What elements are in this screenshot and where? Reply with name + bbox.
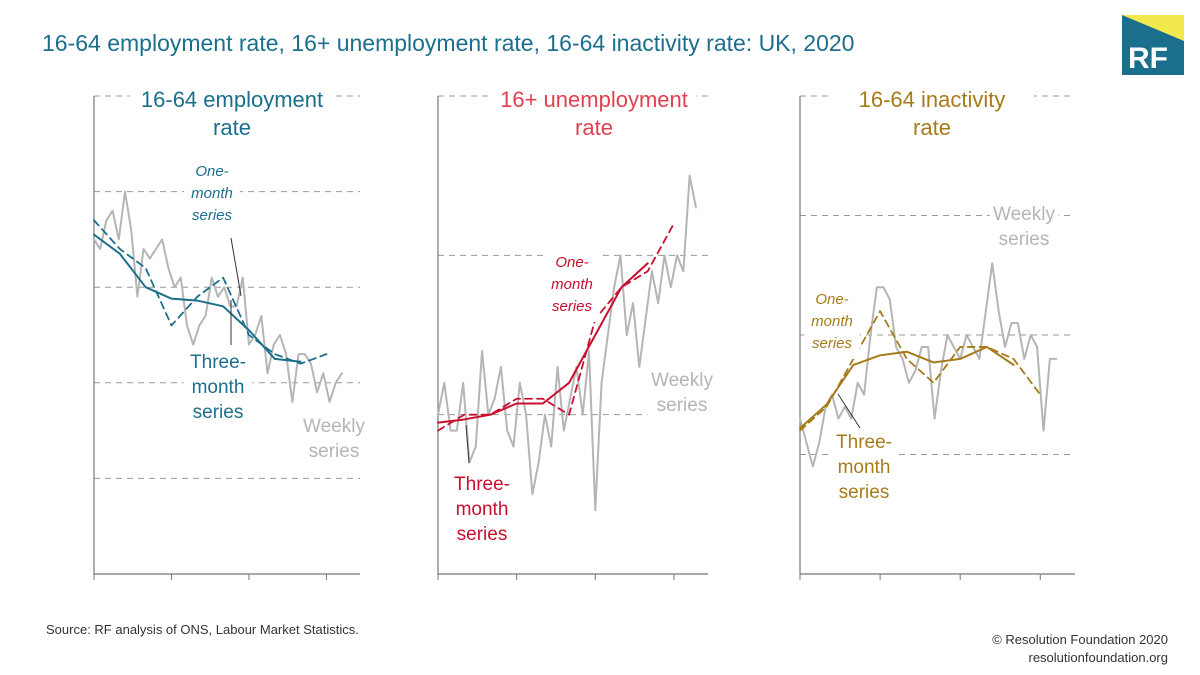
logo-accent-triangle: [1122, 15, 1184, 41]
one-month-label-line: series: [192, 207, 233, 224]
one-month-label: One-month series: [811, 291, 853, 352]
three-month-label-line: Three-: [190, 352, 246, 373]
panel-title-bg: [130, 84, 334, 142]
three-month-label-bg: [829, 429, 899, 508]
one-month-label-line: month: [191, 185, 233, 202]
three-month-label: Three-month series: [454, 474, 510, 545]
weekly-label: Weekly series: [993, 204, 1055, 250]
page-title: 16-64 employment rate, 16+ unemployment …: [42, 30, 855, 56]
three-month-label-line: series: [193, 402, 244, 423]
panel-title-line: rate: [213, 115, 251, 140]
weekly-label-bg: [989, 201, 1059, 255]
weekly-label-bg: [647, 367, 717, 421]
logo-text: RF: [1128, 42, 1168, 75]
one-month-label-line: series: [552, 298, 593, 315]
three-month-label-line: series: [457, 524, 508, 545]
panel-title-line: 16-64 inactivity: [859, 87, 1006, 112]
one-month-label-line: One-: [815, 291, 848, 308]
three-month-label: Three-month series: [836, 432, 892, 503]
weekly-label-line: series: [999, 229, 1050, 250]
leader-line: [230, 237, 242, 297]
series-dashed-line: [437, 222, 675, 432]
leader-line: [465, 424, 470, 464]
panel-title: 16-64 inactivity rate: [859, 87, 1006, 140]
three-month-label-line: month: [192, 377, 245, 398]
weekly-label-bg: [299, 413, 369, 467]
panel-title-line: 16-64 employment: [141, 87, 323, 112]
three-month-label-bg: [447, 471, 517, 550]
weekly-label-line: series: [657, 395, 708, 416]
one-month-label-line: One-: [195, 163, 228, 180]
one-month-label-line: month: [551, 276, 593, 293]
one-month-label-line: series: [812, 335, 853, 352]
panel-title-line: 16+ unemployment: [500, 87, 688, 112]
three-month-label-line: month: [838, 457, 891, 478]
credit-line-2: resolutionfoundation.org: [1028, 650, 1169, 665]
weekly-label-line: series: [309, 441, 360, 462]
series-solid-line: [437, 262, 649, 424]
weekly-label-line: Weekly: [303, 416, 365, 437]
one-month-label-bg: [544, 252, 600, 322]
panel-title-bg: [830, 84, 1034, 142]
three-month-label: Three-month series: [190, 352, 246, 423]
panel-title-bg: [492, 84, 696, 142]
credit-line-1: © Resolution Foundation 2020: [992, 632, 1168, 647]
panel-title-line: rate: [575, 115, 613, 140]
rf-logo: RF: [1122, 15, 1184, 75]
one-month-label-bg: [184, 161, 240, 231]
one-month-label-line: One-: [555, 254, 588, 271]
series-weekly-line: [799, 262, 1058, 468]
leader-line: [837, 393, 861, 429]
credit: © Resolution Foundation 2020 resolutionf…: [992, 631, 1168, 667]
panel-title: 16+ unemployment rate: [500, 87, 688, 140]
series-solid-line: [93, 233, 302, 363]
one-month-label: One-month series: [191, 163, 233, 224]
series-weekly-line: [437, 174, 697, 512]
one-month-label: One-month series: [551, 254, 593, 315]
weekly-label-line: Weekly: [993, 204, 1055, 225]
one-month-label-line: month: [811, 313, 853, 330]
three-month-label-line: month: [456, 499, 509, 520]
series-dashed-line: [799, 310, 1042, 432]
series-dashed-line: [93, 219, 328, 365]
weekly-label: Weekly series: [651, 370, 713, 416]
three-month-label-line: Three-: [836, 432, 892, 453]
panel-title-line: rate: [913, 115, 951, 140]
weekly-label-line: Weekly: [651, 370, 713, 391]
series-solid-line: [799, 345, 1015, 430]
three-month-label-bg: [183, 349, 253, 428]
weekly-label: Weekly series: [303, 416, 365, 462]
panel-title: 16-64 employment rate: [141, 87, 323, 140]
one-month-label-bg: [804, 289, 860, 359]
three-month-label-line: Three-: [454, 474, 510, 495]
source-note: Source: RF analysis of ONS, Labour Marke…: [46, 622, 359, 637]
three-month-label-line: series: [839, 482, 890, 503]
